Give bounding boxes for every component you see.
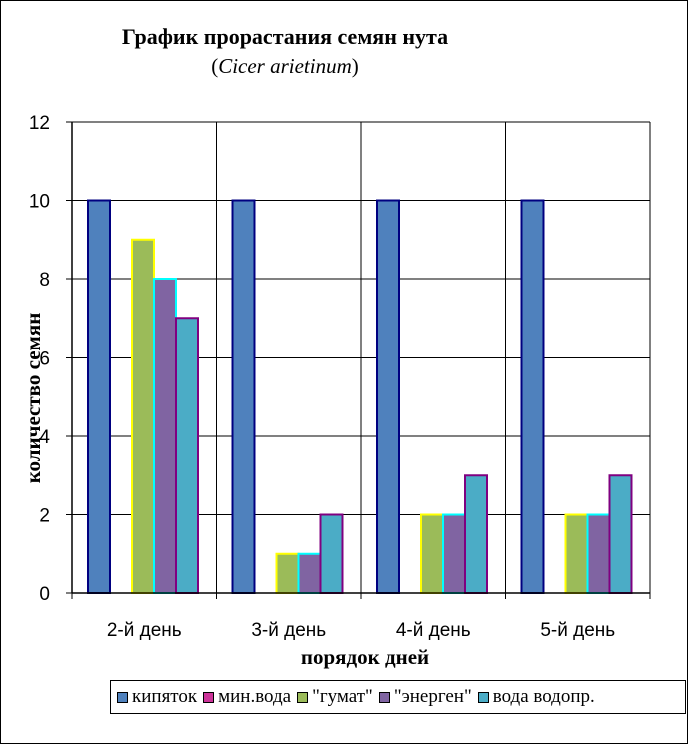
legend-item-0: кипяток (117, 686, 197, 708)
legend-item-3: "энерген" (378, 686, 472, 708)
bar-s4-c3 (608, 474, 633, 594)
bar-s0-c1 (231, 199, 256, 594)
legend-label-2: "гумат" (312, 686, 373, 707)
bar-s0-c2 (376, 199, 400, 594)
bar-s4-c1 (319, 513, 344, 594)
subtitle-close-paren: ) (351, 54, 359, 78)
y-tick-label-0: 0 (39, 584, 50, 605)
x-tick-label-2: 4-й день (396, 620, 471, 641)
y-tick-label-5: 10 (29, 192, 50, 213)
legend-swatch-2 (297, 691, 309, 703)
bar-s3-c0 (153, 278, 177, 594)
bar-s2-c3 (564, 513, 589, 594)
legend-label-0: кипяток (132, 686, 198, 707)
axes (66, 121, 651, 599)
x-tick-label-0: 2-й день (107, 620, 182, 641)
y-axis-title: количество семян (21, 313, 45, 484)
legend-label-1: мин.вода (218, 686, 292, 707)
y-tick-label-4: 8 (39, 270, 50, 291)
bar-s2-c1 (275, 552, 300, 594)
legend-swatch-1 (203, 691, 215, 703)
bar-s2-c0 (131, 238, 155, 594)
legend-item-4: вода водопр. (477, 686, 595, 708)
bar-s4-c2 (464, 474, 488, 594)
bar-s0-c3 (520, 199, 545, 594)
y-tick-labels: 0 2 4 6 8 10 12 (29, 113, 51, 605)
legend: кипяток мин.вода "гумат" "энерген" вода водо… (110, 680, 686, 714)
legend-swatch-3 (378, 691, 390, 703)
legend-item-1: мин.вода (203, 686, 291, 708)
x-tick-labels: 2-й день 3-й день 4-й день 5-й день (107, 620, 615, 641)
bar-s3-c3 (586, 513, 611, 594)
y-tick-label-3: 6 (39, 349, 50, 370)
x-tick-label-1: 3-й день (251, 620, 326, 641)
bar-s0-c0 (87, 199, 111, 594)
bar-s3-c2 (442, 513, 466, 594)
bar-chart: 0 2 4 6 8 10 12 2-й день 3-й день 4-й день 5-й де… (21, 113, 651, 669)
y-tick-label-2: 4 (39, 427, 50, 448)
x-tick-label-3: 5-й день (540, 620, 615, 641)
y-tick-label-6: 12 (29, 113, 50, 134)
legend-label-4: вода водопр. (492, 686, 595, 707)
legend-swatch-0 (117, 691, 128, 703)
legend-swatch-4 (477, 691, 489, 703)
bars (87, 199, 633, 594)
legend-item-2: "гумат" (297, 686, 373, 708)
subtitle-species-name: Cicer arietinum (218, 54, 352, 78)
legend-label-3: "энерген" (393, 686, 472, 707)
y-tick-label-1: 2 (39, 506, 50, 527)
bar-s4-c0 (175, 317, 199, 594)
x-axis-title: порядок дней (301, 645, 429, 669)
bar-s3-c1 (297, 552, 322, 594)
subtitle-open-paren: ( (211, 54, 219, 78)
chart-title: График прорастания семян нута (121, 24, 449, 49)
bar-s2-c2 (420, 513, 444, 594)
chart-subtitle: (Cicer arietinum) (0, 54, 570, 79)
